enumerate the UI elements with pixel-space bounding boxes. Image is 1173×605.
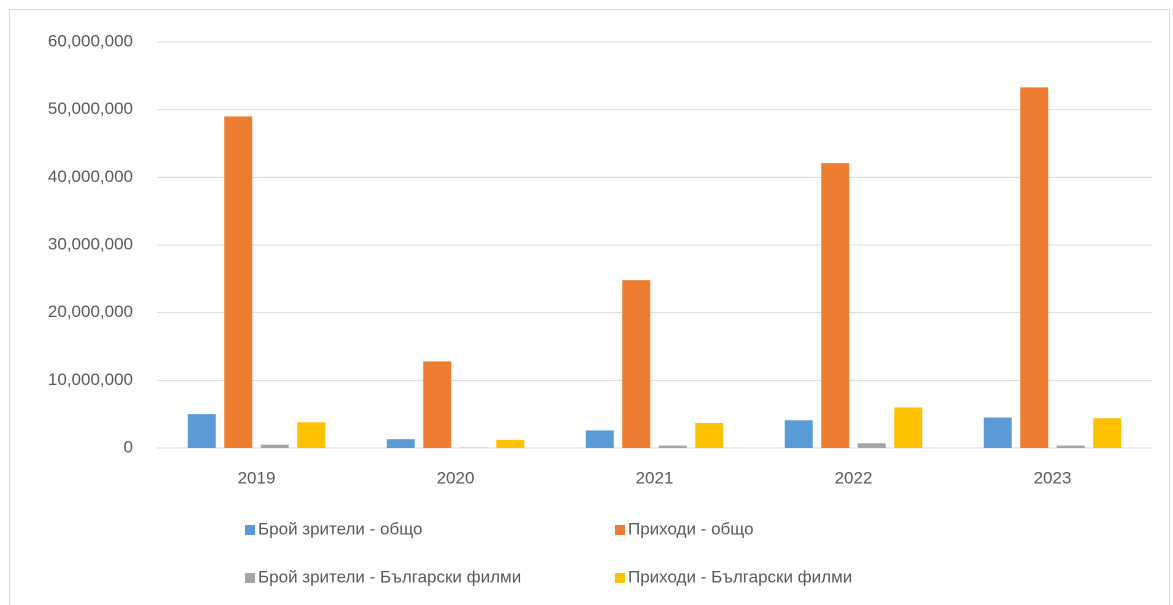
bar [1056, 445, 1085, 448]
y-tick-label: 0 [124, 437, 133, 456]
bar [1093, 418, 1122, 448]
bar [821, 163, 850, 448]
bar [983, 417, 1012, 448]
bar [894, 407, 923, 448]
legend-swatch [245, 573, 255, 583]
y-tick-label: 30,000,000 [48, 234, 133, 253]
bar [1020, 87, 1049, 448]
chart-border [9, 9, 1170, 605]
bar [622, 280, 651, 448]
bar [496, 439, 525, 448]
x-tick-label: 2021 [636, 468, 674, 487]
x-tick-label: 2019 [238, 468, 276, 487]
y-tick-label: 20,000,000 [48, 302, 133, 321]
bar [423, 361, 452, 448]
bar [695, 422, 724, 448]
bar [784, 420, 813, 448]
bar [224, 116, 253, 448]
bar [386, 439, 415, 448]
x-tick-label: 2020 [437, 468, 475, 487]
bar [260, 444, 289, 448]
legend-swatch [245, 525, 255, 535]
bar [297, 422, 326, 448]
y-tick-label: 10,000,000 [48, 370, 133, 389]
bar [585, 430, 614, 448]
legend-label: Брой зрители - общо [258, 519, 422, 538]
legend-swatch [615, 573, 625, 583]
legend-label: Брой зрители - Български филми [258, 567, 521, 586]
x-tick-label: 2022 [835, 468, 873, 487]
y-tick-label: 40,000,000 [48, 167, 133, 186]
bar [857, 443, 886, 448]
y-tick-label: 50,000,000 [48, 99, 133, 118]
bar [187, 414, 216, 448]
legend-label: Приходи - Български филми [628, 567, 852, 586]
x-tick-label: 2023 [1034, 468, 1072, 487]
bar [658, 445, 687, 448]
legend-label: Приходи - общо [628, 519, 754, 538]
y-tick-label: 60,000,000 [48, 31, 133, 50]
legend-swatch [615, 525, 625, 535]
